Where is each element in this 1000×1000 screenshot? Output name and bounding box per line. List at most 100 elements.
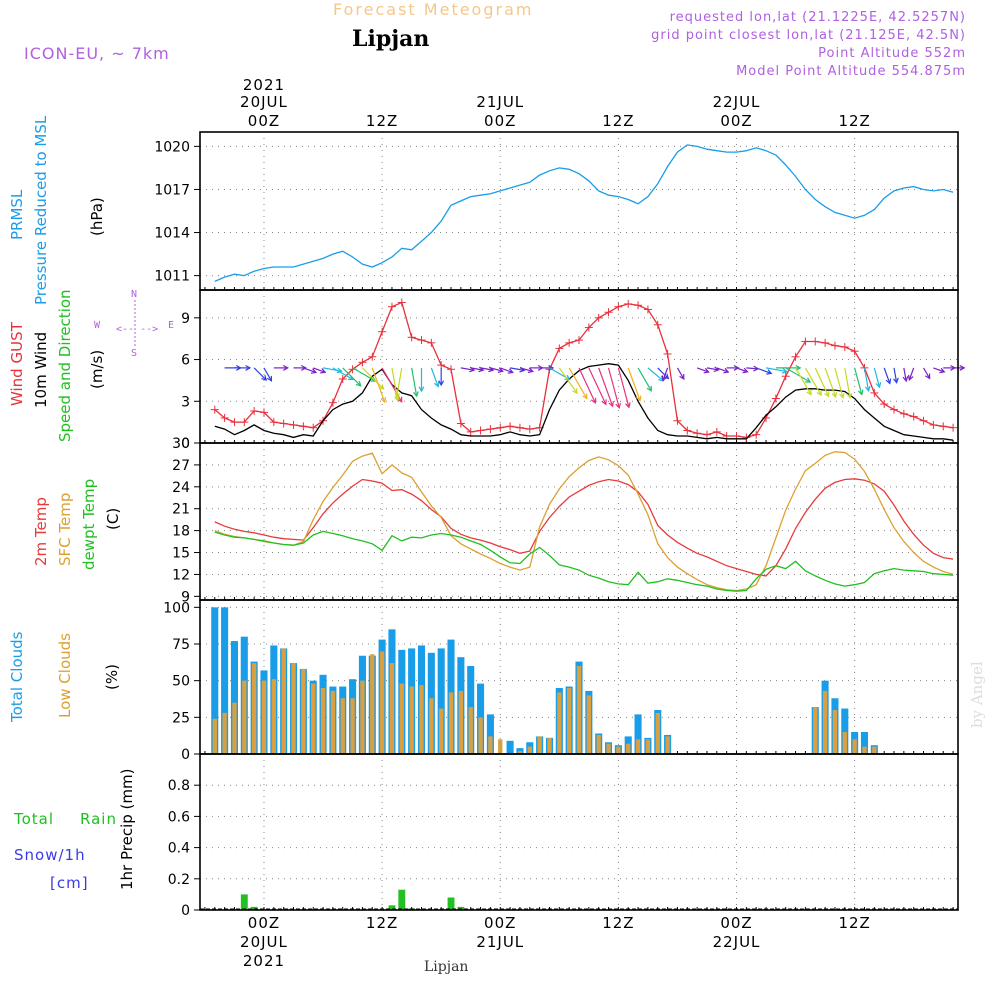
wind-arrow-head (336, 367, 343, 374)
location-title: Lipjan (352, 26, 430, 52)
bar-low-clouds (222, 712, 227, 754)
y-tick-label: 1020 (154, 139, 190, 155)
panel-frame (199, 753, 959, 911)
label-wind-gust: Wind GUST (8, 322, 26, 406)
label-snow: Snow/1h (14, 846, 86, 864)
panel-clouds (194, 599, 959, 755)
wind-arrow-head (615, 402, 621, 410)
bar-low-clouds (409, 686, 414, 754)
bar-low-clouds (399, 683, 404, 754)
bar-total-clouds (841, 708, 849, 754)
label-dewpt-temp: dewpt Temp (80, 478, 98, 570)
wind-arrow-head (394, 395, 400, 402)
wind-arrow-head (608, 401, 614, 408)
wind-arrow (834, 367, 844, 398)
y-tick-label: 15 (172, 546, 190, 562)
bar-low-clouds (822, 690, 828, 754)
bar-low-clouds (566, 688, 572, 754)
label-cm: [cm] (50, 874, 89, 892)
wind-arrow (381, 367, 403, 403)
wind-arrow-head (831, 391, 838, 399)
compass-s: S (131, 348, 138, 359)
bar-low-clouds (488, 736, 493, 754)
time-label-top: 20JUL (240, 93, 288, 111)
wind-arrow (923, 367, 931, 379)
compass-w: W (94, 320, 101, 331)
y-tick-label: 27 (172, 458, 190, 474)
wind-arrow-head (635, 395, 642, 402)
y-tick-label: 0 (181, 903, 190, 919)
bar-low-clouds (813, 707, 818, 754)
wind-arrow-head (413, 391, 419, 398)
series-line-sfc-temp (214, 451, 954, 592)
bar-low-clouds (626, 743, 631, 754)
wind-arrow-head (582, 393, 588, 400)
compass-n: N (131, 289, 138, 300)
bar-total-clouds (230, 641, 238, 754)
wind-arrow-head (781, 367, 788, 374)
y-tick-label: 9 (181, 589, 190, 605)
wind-arrow (824, 367, 837, 398)
time-label-top: 12Z (838, 112, 870, 130)
y-tick-label: 0 (181, 747, 190, 763)
label-total-clouds: Total Clouds (8, 631, 26, 722)
bar-low-clouds (655, 712, 660, 754)
requested-coords: requested lon,lat (21.1225E, 42.5257N) (669, 10, 966, 25)
label-2m-temp: 2m Temp (32, 497, 50, 566)
wind-arrow (578, 367, 596, 404)
wind-arrow (371, 367, 386, 403)
time-label-top: 21JUL (476, 93, 524, 111)
bar-low-clouds (645, 739, 651, 754)
wind-arrow (657, 367, 669, 379)
bar-low-clouds (517, 751, 523, 754)
bar-low-clouds (301, 668, 306, 754)
bar-rain (398, 889, 406, 910)
wind-arrow (736, 367, 748, 373)
y-tick-label: 100 (163, 600, 190, 616)
wind-arrow-head (805, 377, 812, 383)
bar-rain (457, 906, 465, 910)
wind-arrow-head (925, 373, 931, 380)
model-label: ICON-EU, ~ 7km (24, 44, 170, 63)
series-line-2m-temp (214, 478, 954, 577)
wind-arrow (755, 367, 772, 374)
wind-arrow (313, 367, 326, 373)
series-line-wind-gust (214, 301, 954, 439)
wind-arrow (696, 367, 709, 373)
y-tick-label: 3 (181, 394, 190, 410)
wind-arrow-head (875, 382, 882, 389)
wind-arrow (795, 367, 812, 395)
bar-low-clouds (251, 663, 257, 754)
wind-arrow (396, 367, 403, 398)
wind-arrow (411, 367, 418, 397)
time-label-bottom: 12Z (838, 914, 870, 932)
wind-arrow-head (723, 367, 730, 374)
bar-low-clouds (429, 698, 434, 754)
wind-arrow (785, 367, 811, 383)
time-label-top: 00Z (248, 112, 280, 130)
time-label-bottom: 12Z (366, 914, 398, 932)
wind-arrow (509, 367, 525, 371)
label-percent: (%) (103, 664, 121, 690)
bar-low-clouds (478, 717, 483, 754)
wind-arrow (253, 367, 267, 381)
model-altitude: Model Point Altitude 554.875m (736, 64, 966, 79)
y-tick-label: 30 (172, 436, 190, 452)
wind-arrow (598, 367, 614, 407)
wind-arrow (430, 367, 439, 387)
y-tick-label: 1017 (154, 182, 190, 198)
bar-low-clouds (852, 739, 857, 754)
compass-cross: <-- --> (116, 324, 158, 335)
wind-arrow (352, 367, 376, 382)
wind-arrow-head (397, 396, 403, 403)
bar-total-clouds (634, 714, 642, 754)
wind-arrow-head (497, 367, 504, 373)
wind-arrow-head (355, 380, 362, 387)
y-tick-label: 25 (172, 710, 190, 726)
bar-low-clouds (419, 685, 424, 754)
wind-arrow (362, 367, 384, 390)
wind-arrow (804, 367, 822, 396)
wind-arrow-head (601, 399, 607, 406)
bar-total-clouds (221, 607, 229, 754)
wind-arrow (647, 367, 664, 382)
